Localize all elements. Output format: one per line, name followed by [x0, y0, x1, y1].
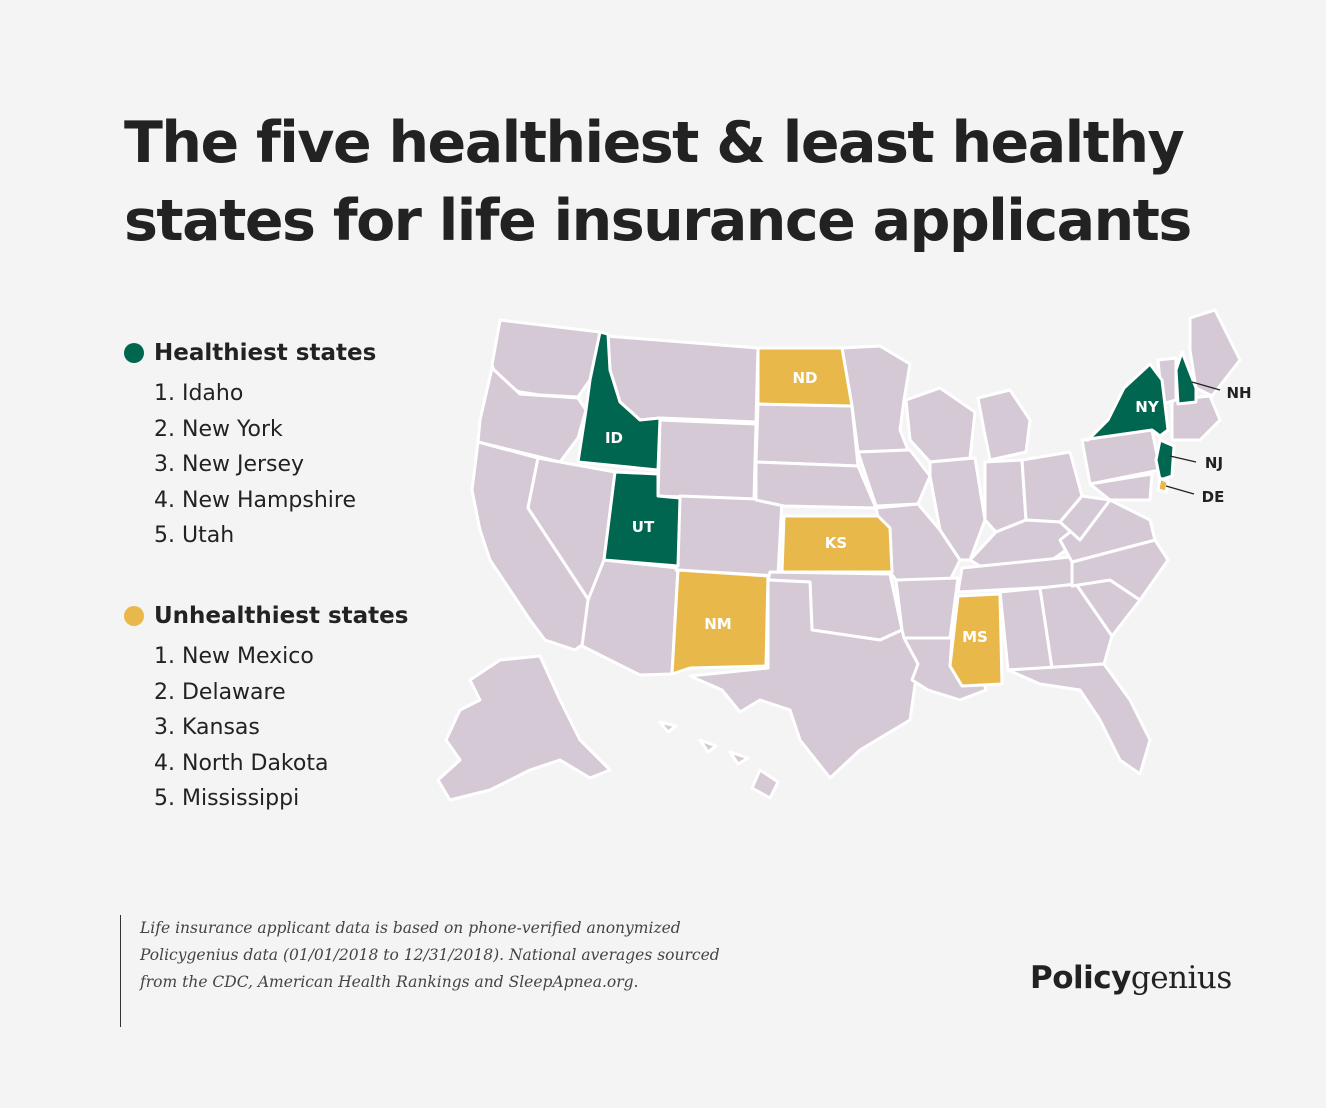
list-item: 5. Mississippi: [154, 786, 300, 811]
state-oregon: [476, 366, 588, 464]
state-north-dakota: [756, 346, 854, 408]
leader-line-nj: [1169, 455, 1197, 463]
state-south-dakota: [754, 402, 860, 468]
list-item: 4. North Dakota: [154, 750, 329, 776]
state-florida: [1006, 662, 1152, 776]
state-hawaii: [658, 720, 780, 800]
state-new-mexico: [670, 568, 770, 676]
list-item: 4. New Hampshire: [154, 487, 356, 513]
page-title: The five healthiest & least healthy stat…: [124, 110, 1192, 254]
list-item: 3. Kansas: [154, 715, 260, 740]
footnote: Life insurance applicant data is based o…: [120, 915, 760, 1027]
state-nebraska: [754, 460, 878, 510]
state-wisconsin: [904, 386, 977, 464]
state-mississippi: [948, 592, 1004, 688]
state-label-de: DE: [1202, 488, 1225, 506]
state-label-ny: NY: [1135, 398, 1160, 416]
state-label-nm: NM: [704, 615, 731, 633]
legend-healthiest-heading: Healthiest states: [154, 340, 377, 366]
state-arizona: [580, 558, 680, 677]
legend-healthiest: Healthiest states 1. Idaho 2. New York 3…: [124, 336, 376, 554]
state-label-ks: KS: [825, 534, 847, 552]
state-delaware: [1156, 476, 1170, 494]
state-minnesota: [840, 344, 912, 454]
state-alaska: [436, 654, 612, 802]
healthy-dot-icon: [124, 343, 144, 363]
list-item: 2. New York: [154, 416, 283, 442]
state-arkansas: [894, 576, 960, 640]
state-new-jersey: [1154, 438, 1176, 482]
legend-unhealthiest: Unhealthiest states 1. New Mexico 2. Del…: [124, 599, 408, 817]
unhealthy-dot-icon: [124, 606, 144, 626]
footnote-text: Life insurance applicant data is based o…: [140, 919, 720, 991]
legend-unhealthiest-heading: Unhealthiest states: [154, 603, 409, 629]
unhealthiest-list: 1. New Mexico 2. Delaware 3. Kansas 4. N…: [154, 639, 408, 817]
state-texas: [688, 578, 920, 780]
state-illinois: [928, 456, 987, 562]
state-kansas: [780, 514, 894, 574]
state-label-nj: NJ: [1205, 454, 1223, 472]
state-wyoming: [656, 418, 758, 502]
brand-logo-bold: Policy: [1030, 960, 1131, 996]
state-label-nd: ND: [792, 369, 817, 387]
state-colorado: [674, 494, 784, 578]
list-item: 1. Idaho: [154, 381, 244, 406]
brand-logo: Policygenius: [1030, 960, 1232, 996]
state-iowa: [856, 448, 932, 508]
leader-line-de: [1165, 485, 1195, 495]
brand-logo-light: genius: [1130, 960, 1232, 996]
state-maryland: [1088, 472, 1154, 502]
state-label-ms: MS: [962, 628, 988, 646]
healthiest-list: 1. Idaho 2. New York 3. New Jersey 4. Ne…: [154, 376, 376, 554]
state-maine: [1188, 308, 1242, 398]
state-utah: [602, 470, 682, 568]
state-idaho: [576, 330, 662, 472]
state-label-ut: UT: [632, 518, 655, 536]
leader-line-nh: [1191, 381, 1221, 391]
list-item: 2. Delaware: [154, 679, 286, 705]
state-new-york: [1080, 362, 1170, 442]
state-label-id: ID: [605, 429, 623, 447]
state-new-england: [1170, 394, 1222, 442]
list-item: 3. New Jersey: [154, 452, 305, 477]
list-item: 5. Utah: [154, 523, 235, 548]
state-georgia: [1038, 582, 1114, 670]
state-michigan: [976, 388, 1032, 462]
state-label-nh: NH: [1226, 384, 1251, 402]
list-item: 1. New Mexico: [154, 644, 314, 669]
